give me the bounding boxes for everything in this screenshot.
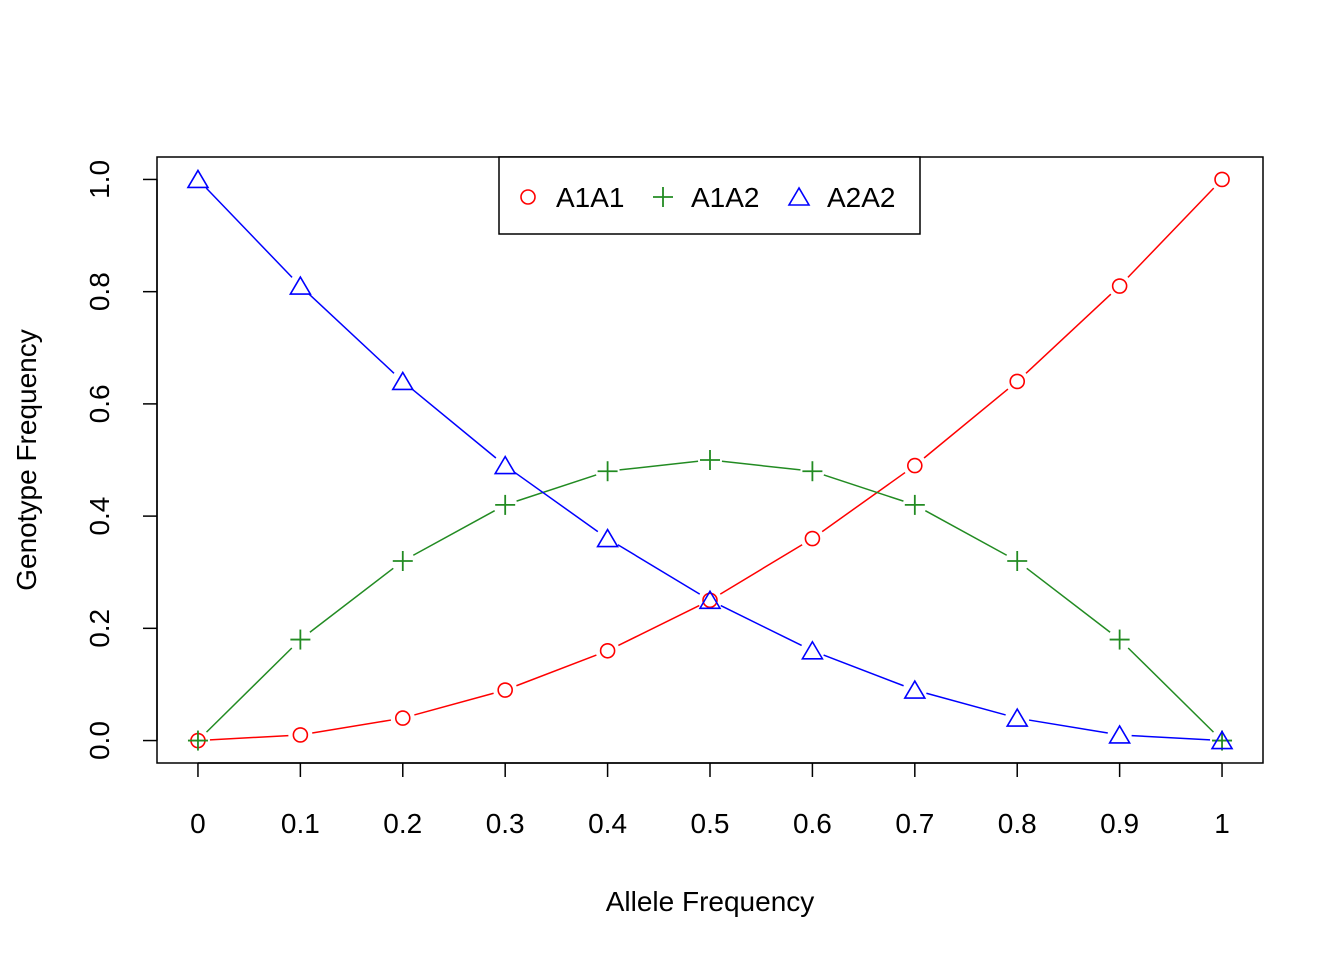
series-point [596, 527, 619, 548]
x-tick-label: 0.5 [691, 808, 730, 839]
y-axis: 0.0 0.2 0.4 0.6 0.8 1.0 [84, 160, 158, 760]
series-segment [821, 471, 906, 533]
y-tick-label: 0.2 [84, 609, 115, 648]
series-layer [186, 168, 1234, 751]
series-point [290, 629, 311, 650]
series-segment [309, 567, 394, 633]
series-point [288, 275, 312, 295]
series-segment [308, 293, 395, 374]
series-point [700, 450, 720, 470]
series-point [187, 730, 208, 751]
series-point [1005, 707, 1029, 727]
y-tick-label: 0.8 [84, 272, 115, 311]
series-segment [205, 647, 293, 733]
series-segment [619, 460, 699, 471]
series-point [497, 682, 513, 698]
series-segment [412, 509, 496, 556]
series-segment [823, 654, 904, 687]
legend-key-A1A2 [653, 187, 673, 207]
series-segment [1026, 567, 1111, 633]
legend-key-A2A2 [787, 186, 811, 206]
x-axis: 0 0.1 0.2 0.3 0.4 0.5 0.6 0.7 0.8 0.9 1 [190, 762, 1230, 839]
series-segment [209, 734, 289, 741]
series-point [1111, 278, 1128, 294]
legend-label: A1A1 [556, 182, 625, 213]
series-point [394, 710, 411, 726]
series-point [392, 551, 413, 571]
series-segment [719, 544, 803, 595]
series-segment [1131, 734, 1211, 741]
series-point [495, 494, 516, 515]
y-tick-label: 1.0 [84, 160, 115, 199]
series-segment [1127, 647, 1215, 733]
y-tick-label: 0.0 [84, 721, 115, 760]
x-tick-label: 0.8 [998, 808, 1037, 839]
legend-label: A1A2 [691, 182, 760, 213]
series-point [907, 457, 923, 474]
series-point [1210, 729, 1234, 750]
x-tick-label: 0.6 [793, 808, 832, 839]
x-tick-label: 0.1 [281, 808, 320, 839]
legend-label: A2A2 [827, 182, 896, 213]
series-segment [414, 692, 494, 716]
x-axis-title: Allele Frequency [606, 886, 815, 917]
series-segment [926, 692, 1006, 716]
series-point [186, 168, 210, 189]
series-segment [721, 460, 801, 471]
series-segment [516, 474, 597, 502]
y-tick-label: 0.4 [84, 497, 115, 536]
series-segment [1127, 187, 1215, 278]
x-tick-label: 0.9 [1100, 808, 1139, 839]
legend-box [498, 156, 921, 235]
series-segment [312, 719, 392, 734]
y-axis-title: Genotype Frequency [11, 329, 42, 591]
series-point [597, 461, 618, 482]
series-segment [924, 509, 1008, 556]
legend: A1A1 A1A2 A2A2 [498, 156, 921, 235]
series-segment [1025, 293, 1112, 374]
series-segment [516, 654, 597, 687]
series-point [1212, 730, 1233, 751]
x-tick-label: 1 [1214, 808, 1230, 839]
x-tick-label: 0.2 [383, 808, 422, 839]
series-point [391, 370, 415, 391]
series-segment [823, 474, 904, 502]
series-segment [205, 187, 293, 278]
series-point [493, 455, 517, 475]
x-tick-label: 0.7 [895, 808, 934, 839]
series-segment [411, 388, 497, 459]
series-point [804, 530, 821, 547]
series-point [802, 461, 823, 482]
series-point [1214, 171, 1230, 188]
legend-key-A1A1 [520, 189, 536, 205]
series-point [1108, 724, 1132, 744]
series-point [904, 494, 925, 515]
series-segment [617, 544, 701, 595]
series-point [702, 592, 718, 609]
series-point [698, 589, 722, 610]
series-segment [1028, 719, 1108, 734]
x-tick-label: 0 [190, 808, 206, 839]
series-point [1009, 373, 1026, 390]
series-point [903, 679, 927, 699]
series-A1A2 [187, 450, 1233, 751]
series-point [599, 642, 616, 659]
series-segment [923, 388, 1009, 459]
series-point [1007, 551, 1028, 571]
series-point [1109, 629, 1130, 650]
series-segment [514, 471, 599, 533]
series-point [292, 727, 309, 743]
series-point [801, 640, 824, 660]
y-tick-label: 0.6 [84, 384, 115, 423]
series-A2A2 [186, 168, 1234, 750]
x-tick-label: 0.3 [486, 808, 525, 839]
series-A1A1 [190, 171, 1230, 749]
x-tick-label: 0.4 [588, 808, 627, 839]
series-segment [720, 604, 802, 647]
series-segment [618, 604, 700, 647]
